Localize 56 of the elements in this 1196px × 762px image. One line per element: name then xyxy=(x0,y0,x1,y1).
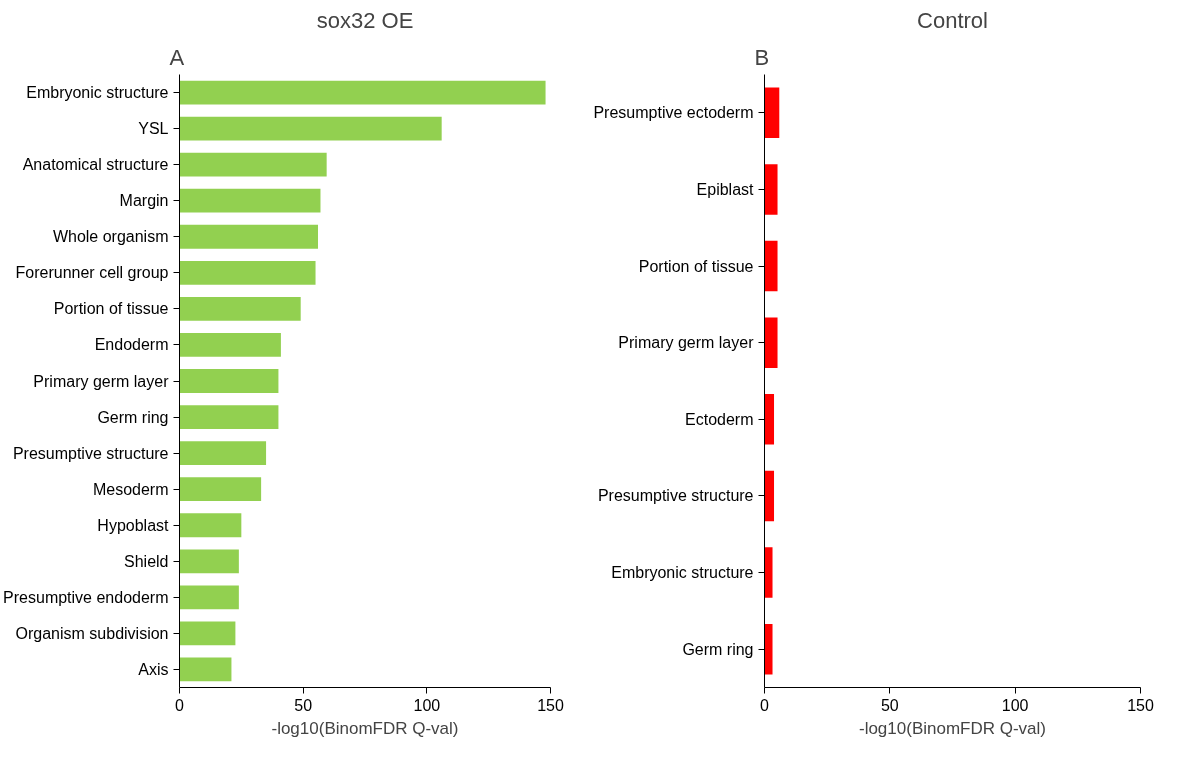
text: A xyxy=(169,44,185,70)
y-tick-label: Organism subdivision xyxy=(15,624,169,642)
y-tick-label: Axis xyxy=(138,660,169,678)
bar xyxy=(179,80,546,105)
y-tick-label: Germ ring xyxy=(682,640,754,658)
y-tick-label: Whole organism xyxy=(52,228,169,246)
y-tick-label: Epiblast xyxy=(696,180,755,198)
y-tick-label: Primary germ layer xyxy=(618,334,755,352)
y-tick-label: YSL xyxy=(138,120,169,138)
y-tick-label: Portion of tissue xyxy=(638,257,754,275)
bar xyxy=(179,188,321,213)
bar xyxy=(179,441,267,466)
y-tick-label: Mesoderm xyxy=(92,480,169,498)
bar xyxy=(179,333,281,357)
chart-title: Control xyxy=(917,7,988,33)
y-tick-label: Portion of tissue xyxy=(53,300,169,318)
bar xyxy=(179,477,262,502)
x-tick-label: 50 xyxy=(294,696,313,714)
y-tick-label: Ectoderm xyxy=(685,410,754,428)
bar xyxy=(179,405,279,429)
bar xyxy=(179,116,442,141)
y-tick-label: Embryonic structure xyxy=(26,84,169,102)
y-tick-label: Germ ring xyxy=(97,408,169,426)
y-tick-label: Forerunner cell group xyxy=(15,264,169,282)
x-tick-label: 0 xyxy=(175,696,185,714)
bar xyxy=(179,369,279,393)
bar xyxy=(179,621,236,646)
y-tick-label: Presumptive structure xyxy=(12,444,169,462)
text: B xyxy=(754,44,770,70)
chart-title: sox32 OE xyxy=(316,7,414,33)
bar xyxy=(179,657,232,682)
y-tick-label: Shield xyxy=(124,552,169,570)
y-tick-label: Anatomical structure xyxy=(22,156,169,174)
x-tick-label: 150 xyxy=(537,696,564,714)
x-tick-label: 50 xyxy=(880,696,899,714)
bar xyxy=(179,549,239,574)
y-tick-label: Presumptive ectoderm xyxy=(593,104,754,122)
y-tick-label: Presumptive endoderm xyxy=(3,588,169,606)
bar xyxy=(179,513,242,538)
y-tick-label: Presumptive structure xyxy=(597,487,754,505)
x-tick-label: 100 xyxy=(1001,696,1029,714)
y-tick-label: Endoderm xyxy=(94,336,169,354)
y-tick-label: Embryonic structure xyxy=(611,564,754,582)
y-tick-label: Margin xyxy=(119,192,169,210)
bar xyxy=(179,152,327,177)
x-axis-title: -log10(BinomFDR Q-val) xyxy=(858,718,1047,738)
x-tick-label: 150 xyxy=(1127,696,1154,714)
bar xyxy=(179,260,316,285)
x-tick-label: 100 xyxy=(413,696,441,714)
bar xyxy=(179,224,319,249)
bar xyxy=(179,296,301,321)
bar xyxy=(179,585,239,610)
y-tick-label: Primary germ layer xyxy=(33,372,170,390)
y-tick-label: Hypoblast xyxy=(97,516,170,534)
x-axis-title: -log10(BinomFDR Q-val) xyxy=(271,718,459,738)
x-tick-label: 0 xyxy=(760,696,770,714)
